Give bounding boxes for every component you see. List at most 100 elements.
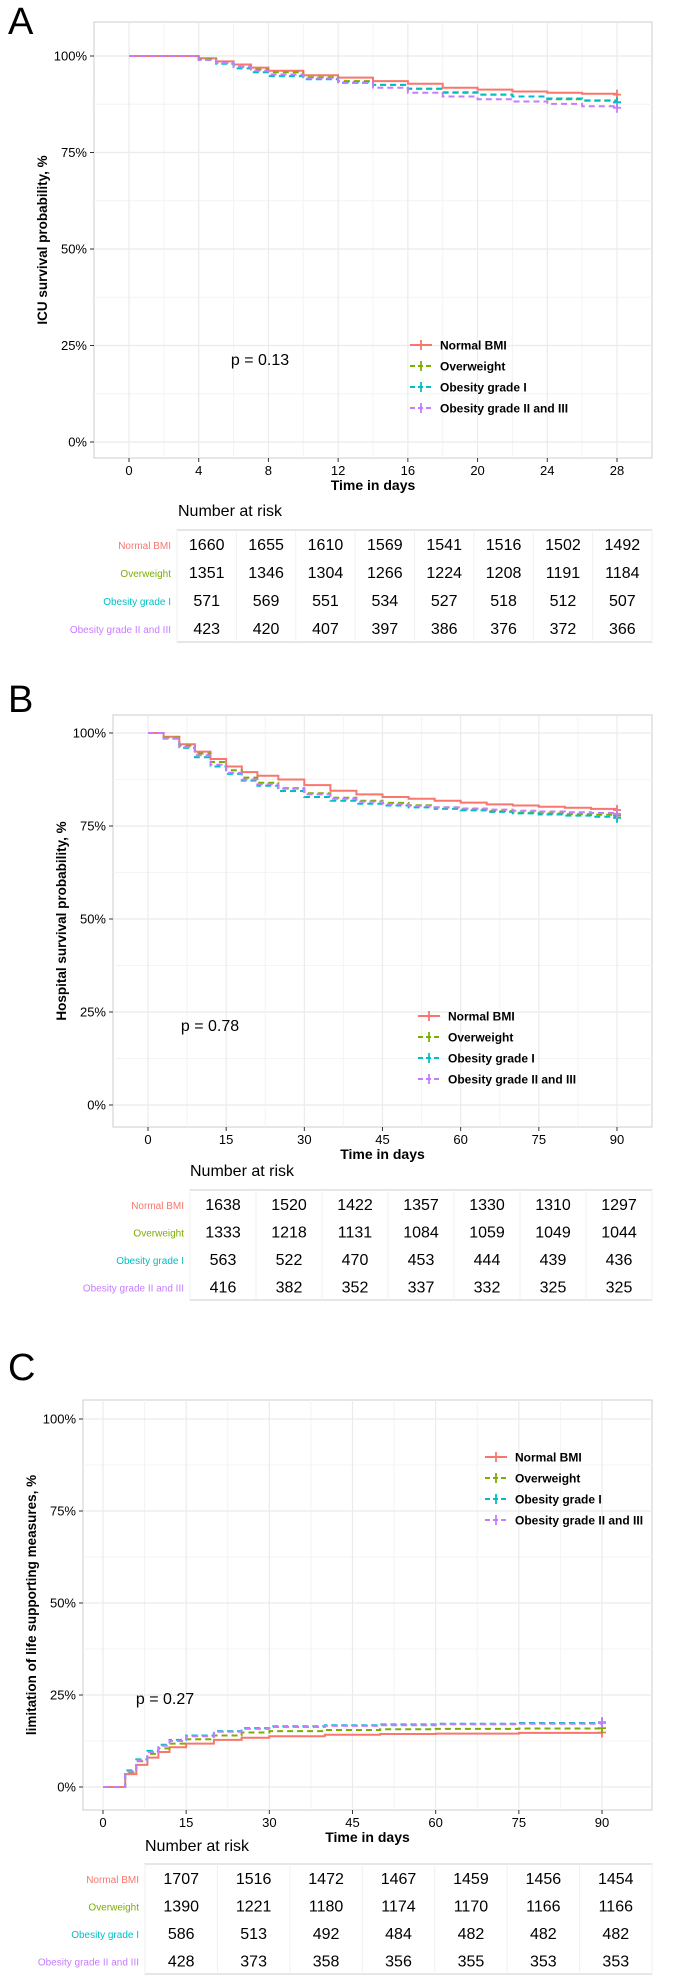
risk-row-label: Obesity grade II and III xyxy=(38,1957,139,1968)
y-tick-label: 100% xyxy=(73,726,107,741)
risk-cell: 325 xyxy=(540,1279,567,1296)
risk-cell: 569 xyxy=(253,593,280,610)
x-tick-label: 75 xyxy=(512,1815,526,1830)
risk-cell: 356 xyxy=(385,1953,412,1970)
risk-table-frame xyxy=(144,1863,653,1975)
risk-cell: 1044 xyxy=(601,1224,637,1241)
censor-mark xyxy=(598,1717,606,1728)
x-tick-label: 4 xyxy=(195,463,202,478)
risk-cell: 428 xyxy=(168,1953,195,1970)
risk-cell: 482 xyxy=(602,1926,629,1943)
risk-table-title: Number at risk xyxy=(178,503,283,520)
risk-cell: 444 xyxy=(474,1252,501,1269)
risk-cell: 513 xyxy=(240,1926,267,1943)
y-tick-label: 0% xyxy=(68,435,87,450)
risk-cell: 1166 xyxy=(526,1898,561,1915)
y-tick-label: 75% xyxy=(50,1504,76,1519)
risk-cell: 373 xyxy=(240,1953,267,1970)
x-tick-label: 24 xyxy=(540,463,554,478)
risk-cell: 571 xyxy=(193,593,220,610)
censor-mark xyxy=(613,808,621,819)
risk-cell: 407 xyxy=(312,621,339,638)
x-tick-label: 75 xyxy=(532,1132,546,1147)
risk-cell: 1569 xyxy=(367,537,403,554)
risk-cell: 453 xyxy=(408,1252,435,1269)
p-value-annotation: p = 0.27 xyxy=(136,1691,194,1708)
panel-letter: A xyxy=(8,1,34,43)
risk-cell: 1266 xyxy=(367,565,403,582)
panel-letter: C xyxy=(8,1347,35,1389)
chart-panel-a: A 0 4 8 12 16 20 24 28 0% 25% 50% 75% 100% Time in day… xyxy=(8,1,653,643)
risk-cell: 382 xyxy=(276,1279,303,1296)
risk-cell: 518 xyxy=(490,593,517,610)
risk-cell: 1170 xyxy=(454,1898,489,1915)
risk-row-label: Normal BMI xyxy=(86,1875,139,1886)
risk-cell: 353 xyxy=(602,1953,629,1970)
risk-cell: 1516 xyxy=(236,1871,272,1888)
x-tick-label: 45 xyxy=(375,1132,389,1147)
x-tick-label: 28 xyxy=(610,463,624,478)
x-tick-label: 12 xyxy=(331,463,345,478)
y-tick-label: 0% xyxy=(87,1098,106,1113)
risk-cell: 470 xyxy=(342,1252,369,1269)
risk-cell: 1224 xyxy=(426,565,462,582)
x-tick-label: 0 xyxy=(99,1815,106,1830)
p-value-annotation: p = 0.13 xyxy=(231,352,289,369)
x-tick-label: 30 xyxy=(262,1815,276,1830)
risk-cell: 1297 xyxy=(601,1197,637,1214)
risk-cell: 1459 xyxy=(453,1871,489,1888)
series-line-obesity2 xyxy=(129,55,618,108)
series-line-normal xyxy=(148,732,618,810)
risk-cell: 386 xyxy=(431,621,458,638)
y-tick-label: 25% xyxy=(50,1688,76,1703)
risk-cell: 355 xyxy=(458,1953,485,1970)
risk-cell: 352 xyxy=(342,1279,369,1296)
legend-label: Overweight xyxy=(515,1472,580,1486)
y-axis-title: limitation of life supporting measures, … xyxy=(24,1475,39,1735)
risk-cell: 1208 xyxy=(486,565,522,582)
risk-cell: 484 xyxy=(385,1926,412,1943)
risk-cell: 1166 xyxy=(599,1898,634,1915)
y-tick-label: 50% xyxy=(61,242,87,257)
x-tick-label: 15 xyxy=(179,1815,193,1830)
risk-cell: 551 xyxy=(312,593,339,610)
risk-cell: 1191 xyxy=(546,565,581,582)
chart-panel-c: C 0 15 30 45 60 75 90 0% 25% 50% 75% 100% Time in day… xyxy=(8,1347,653,1975)
risk-cell: 1707 xyxy=(163,1871,199,1888)
x-tick-label: 8 xyxy=(265,463,272,478)
x-axis-title: Time in days xyxy=(325,1829,410,1845)
risk-cell: 1660 xyxy=(189,537,225,554)
risk-cell: 1346 xyxy=(248,565,284,582)
risk-cell: 527 xyxy=(431,593,458,610)
risk-row-label: Normal BMI xyxy=(118,541,171,552)
y-tick-label: 100% xyxy=(54,49,88,64)
risk-cell: 436 xyxy=(606,1252,633,1269)
series-line-obesity2 xyxy=(148,732,618,814)
risk-cell: 586 xyxy=(168,1926,195,1943)
x-axis-title: Time in days xyxy=(340,1146,425,1162)
series-line-obesity2 xyxy=(103,1722,603,1788)
risk-cell: 1357 xyxy=(403,1197,439,1214)
risk-cell: 420 xyxy=(253,621,280,638)
series-line-obesity1 xyxy=(148,732,618,818)
censor-mark xyxy=(613,102,621,113)
chart-panel-b: B 0 15 30 45 60 75 90 0% 25% 50% 75% 100% Time in day… xyxy=(8,679,653,1301)
risk-cell: 1351 xyxy=(189,565,225,582)
legend-label: Overweight xyxy=(440,360,505,374)
risk-cell: 1330 xyxy=(469,1197,505,1214)
risk-cell: 325 xyxy=(606,1279,633,1296)
y-tick-label: 100% xyxy=(43,1412,77,1427)
risk-cell: 332 xyxy=(474,1279,501,1296)
risk-cell: 1180 xyxy=(309,1898,344,1915)
risk-cell: 1456 xyxy=(526,1871,562,1888)
risk-row-label: Obesity grade I xyxy=(103,597,171,608)
risk-cell: 358 xyxy=(313,1953,340,1970)
risk-row-label: Overweight xyxy=(120,569,171,580)
risk-row-label: Obesity grade II and III xyxy=(83,1283,184,1294)
risk-table-frame xyxy=(189,1189,653,1301)
legend-label: Overweight xyxy=(448,1031,513,1045)
risk-cell: 1520 xyxy=(271,1197,307,1214)
legend-label: Obesity grade II and III xyxy=(448,1073,576,1087)
x-tick-label: 15 xyxy=(219,1132,233,1147)
